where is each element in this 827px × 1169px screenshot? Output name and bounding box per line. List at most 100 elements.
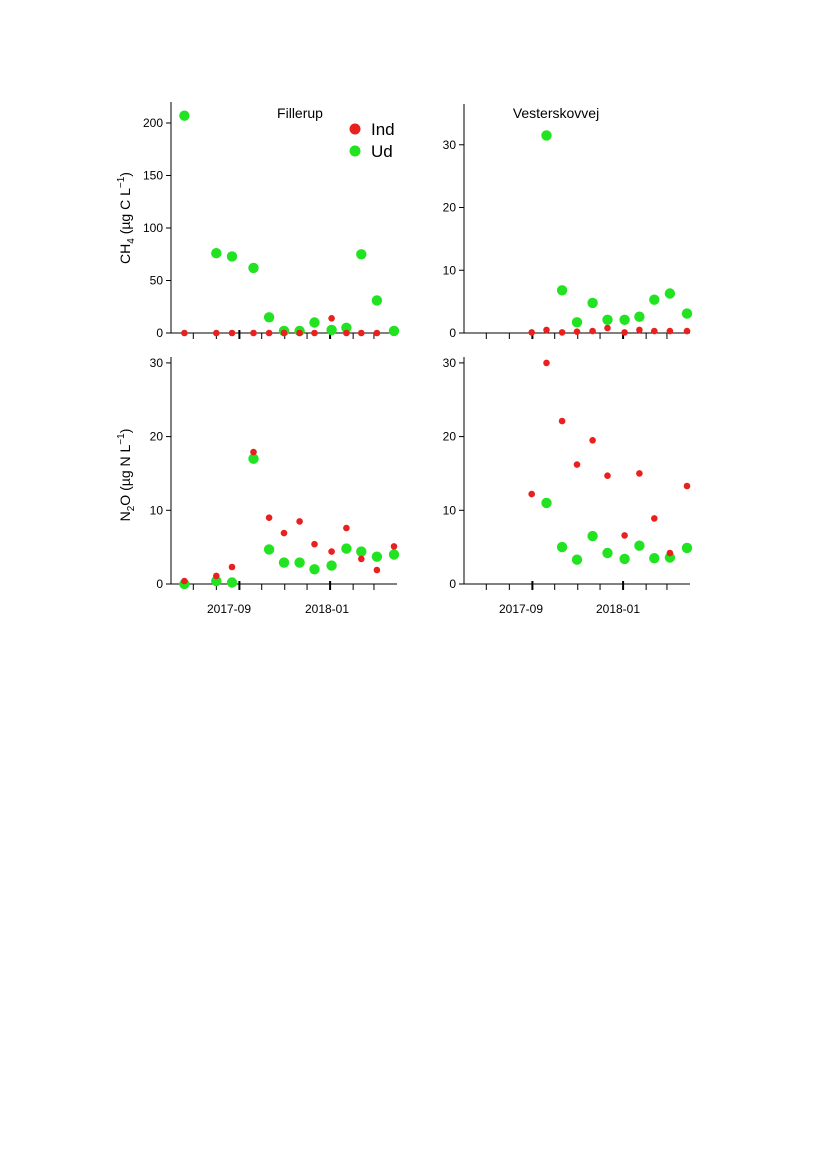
ind-point-n2o-vesterskovvej — [558, 417, 566, 425]
ind-point-n2o-vesterskovvej — [589, 437, 596, 444]
ud-point-n2o-fillerup — [263, 544, 275, 555]
x-tick-label-2018-01-left: 2018-01 — [305, 602, 349, 616]
ud-point-ch4-fillerup — [248, 262, 259, 274]
ind-point-ch4-fillerup — [213, 329, 220, 337]
y-axis-label-n2o: N2O (µg N L−1) — [116, 429, 137, 522]
ud-point-n2o-vesterskovvej — [681, 542, 693, 554]
ind-point-n2o-fillerup — [358, 555, 365, 563]
ud-point-ch4-vesterskovvej — [587, 297, 598, 309]
y-axis-label-ch4: CH4 (µg C L−1) — [116, 172, 137, 264]
ind-point-n2o-fillerup — [328, 548, 335, 555]
ud-point-n2o-fillerup — [341, 543, 352, 554]
y-tick-label-n2o-fillerup: 10 — [150, 503, 164, 517]
ud-point-ch4-fillerup — [341, 322, 352, 333]
ind-point-ch4-fillerup — [280, 329, 288, 337]
ud-point-ch4-fillerup — [326, 324, 337, 336]
y-tick-label-n2o-fillerup: 30 — [150, 356, 164, 370]
y-tick-label-ch4-vesterskovvej: 10 — [443, 263, 457, 277]
ind-point-n2o-fillerup — [265, 514, 273, 521]
ud-point-ch4-vesterskovvej — [571, 317, 583, 328]
ind-point-n2o-vesterskovvej — [683, 482, 691, 490]
ind-point-n2o-fillerup — [373, 566, 381, 574]
ind-point-n2o-fillerup — [228, 563, 236, 571]
ud-point-n2o-vesterskovvej — [556, 541, 568, 553]
ud-point-n2o-fillerup — [226, 577, 238, 588]
ind-point-ch4-vesterskovvej — [636, 326, 643, 334]
ind-point-n2o-vesterskovvej — [651, 515, 658, 522]
y-tick-label-ch4-fillerup: 0 — [156, 326, 163, 340]
ud-point-ch4-vesterskovvej — [541, 130, 552, 141]
y-tick-label-n2o-fillerup: 0 — [156, 577, 163, 591]
y-tick-label-n2o-vesterskovvej: 20 — [443, 430, 457, 444]
legend-ud-label: Ud — [371, 142, 393, 161]
ind-point-ch4-fillerup — [296, 329, 303, 337]
ind-point-n2o-vesterskovvej — [543, 359, 550, 367]
legend-ind-label: Ind — [371, 120, 395, 139]
ind-point-n2o-fillerup — [343, 524, 350, 532]
ud-point-ch4-vesterskovvej — [634, 311, 645, 322]
ud-point-ch4-fillerup — [211, 248, 222, 259]
ind-point-n2o-fillerup — [250, 448, 257, 456]
ud-point-n2o-fillerup — [356, 546, 367, 557]
ud-point-ch4-fillerup — [309, 317, 320, 328]
ud-point-ch4-vesterskovvej — [602, 314, 613, 325]
y-tick-label-n2o-fillerup: 20 — [150, 430, 164, 444]
ind-point-ch4-vesterskovvej — [651, 327, 658, 335]
points-layer — [179, 110, 693, 590]
x-tick-label-2017-09-left: 2017-09 — [207, 602, 251, 616]
y-tick-label-ch4-fillerup: 150 — [143, 169, 163, 183]
ind-point-ch4-vesterskovvej — [543, 326, 550, 334]
ud-point-n2o-vesterskovvej — [571, 554, 583, 565]
panel-title-fillerup: Fillerup — [277, 105, 323, 121]
ud-point-n2o-fillerup — [371, 551, 383, 562]
y-tick-label-ch4-fillerup: 100 — [143, 221, 163, 235]
x-tick-label-2017-09-right: 2017-09 — [499, 602, 543, 616]
ud-point-ch4-vesterskovvej — [664, 288, 676, 299]
panel-title-vesterskovvej: Vesterskovvej — [513, 105, 599, 121]
y-tick-label-ch4-fillerup: 50 — [150, 274, 164, 288]
ind-point-n2o-fillerup — [280, 529, 288, 537]
ud-point-ch4-vesterskovvej — [556, 285, 568, 296]
ind-point-n2o-vesterskovvej — [573, 461, 581, 468]
ind-point-n2o-fillerup — [390, 543, 398, 550]
ind-point-ch4-fillerup — [373, 329, 381, 337]
ud-point-n2o-fillerup — [388, 549, 400, 560]
ud-point-ch4-fillerup — [263, 312, 275, 323]
ud-point-n2o-vesterskovvej — [587, 530, 598, 542]
ind-point-ch4-vesterskovvej — [621, 329, 628, 336]
ind-point-ch4-vesterskovvej — [683, 327, 691, 335]
y-tick-label-n2o-vesterskovvej: 0 — [449, 577, 456, 591]
ind-point-ch4-fillerup — [328, 315, 335, 322]
ud-point-n2o-vesterskovvej — [541, 497, 552, 509]
ud-point-n2o-fillerup — [294, 557, 305, 568]
ud-point-n2o-vesterskovvej — [619, 553, 630, 565]
ind-point-ch4-fillerup — [181, 329, 188, 337]
ind-point-n2o-vesterskovvej — [666, 549, 674, 557]
ind-point-n2o-vesterskovvej — [528, 490, 535, 498]
ud-point-ch4-fillerup — [388, 325, 400, 337]
legend: Ind Ud — [349, 120, 395, 161]
legend-ind-marker — [349, 123, 361, 135]
ind-point-ch4-vesterskovvej — [604, 324, 611, 332]
ud-point-ch4-fillerup — [356, 249, 367, 260]
ind-point-n2o-vesterskovvej — [621, 532, 628, 539]
ud-point-ch4-vesterskovvej — [681, 308, 693, 319]
y-tick-label-ch4-vesterskovvej: 30 — [443, 138, 457, 152]
ind-point-ch4-fillerup — [311, 329, 318, 337]
ud-point-n2o-fillerup — [278, 557, 290, 568]
ind-point-n2o-fillerup — [311, 540, 318, 548]
ind-point-n2o-vesterskovvej — [604, 472, 611, 480]
ind-point-n2o-fillerup — [213, 572, 220, 580]
ud-point-ch4-vesterskovvej — [619, 314, 630, 325]
y-tick-label-n2o-vesterskovvej: 30 — [443, 356, 457, 370]
ind-point-n2o-vesterskovvej — [636, 470, 643, 477]
ind-point-ch4-vesterskovvej — [589, 327, 596, 335]
ind-point-n2o-fillerup — [296, 518, 303, 525]
ud-point-ch4-fillerup — [371, 295, 383, 306]
axes-layer: 0 50 100 150 200 0 10 20 30 0 10 20 30 0 10 20 30 — [143, 102, 690, 591]
ud-point-n2o-vesterskovvej — [649, 553, 660, 564]
ind-point-ch4-fillerup — [250, 329, 257, 337]
y-tick-label-ch4-vesterskovvej: 0 — [449, 326, 456, 340]
ud-point-n2o-fillerup — [248, 453, 259, 464]
